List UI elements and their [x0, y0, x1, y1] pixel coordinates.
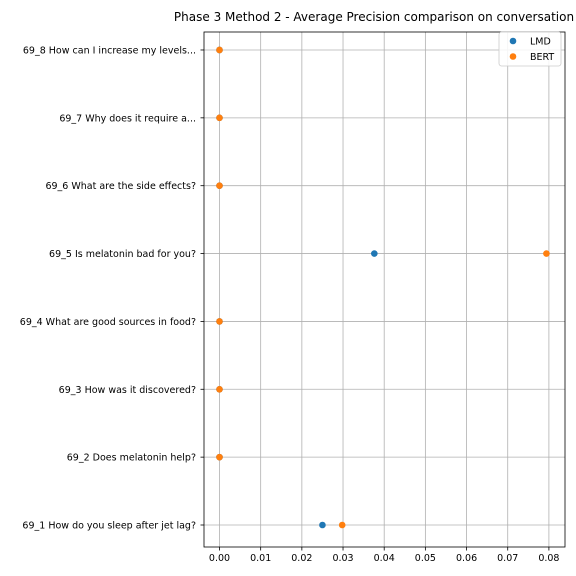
data-points [216, 46, 550, 529]
x-tick-label: 0.04 [374, 553, 395, 564]
y-tick-label: 69_5 Is melatonin bad for you? [49, 249, 196, 260]
legend: LMD BERT [498, 31, 562, 67]
y-tick-label: 69_7 Why does it require a... [59, 113, 196, 124]
data-point-bert [216, 46, 223, 54]
x-tick-label: 0.07 [497, 553, 518, 564]
data-point-bert [216, 385, 223, 393]
y-axis-ticks: 69_1 How do you sleep after jet lag? 69_2… [20, 45, 204, 532]
x-tick-label: 0.06 [456, 553, 477, 564]
y-tick-label: 69_6 What are the side effects? [45, 181, 196, 192]
y-gridlines [204, 49, 565, 526]
x-tick-label: 0.08 [538, 553, 559, 564]
x-tick-label: 0.00 [209, 553, 230, 564]
legend-marker-lmd [509, 37, 517, 45]
data-point-lmd [319, 521, 326, 529]
legend-marker-bert [509, 53, 517, 60]
x-tick-label: 0.01 [250, 553, 271, 564]
data-point-bert [216, 318, 223, 325]
legend-label-lmd: LMD [530, 37, 551, 48]
data-point-bert [216, 114, 223, 122]
y-tick-label: 69_2 Does melatonin help? [67, 453, 196, 464]
data-point-bert [216, 182, 223, 189]
data-point-bert [216, 453, 223, 461]
y-tick-label: 69_8 How can I increase my levels... [23, 45, 196, 56]
legend-label-bert: BERT [530, 52, 554, 63]
x-tick-label: 0.05 [415, 553, 436, 564]
y-tick-label: 69_3 How was it discovered? [59, 385, 196, 396]
x-tick-label: 0.02 [291, 553, 312, 564]
chart-title: Phase 3 Method 2 - Average Precision com… [174, 10, 574, 24]
x-tick-label: 0.03 [332, 553, 353, 564]
data-point-bert [338, 521, 346, 529]
y-tick-label: 69_4 What are good sources in food? [20, 317, 196, 328]
y-tick-label: 69_1 How do you sleep after jet lag? [22, 521, 196, 532]
data-point-lmd [371, 250, 378, 257]
x-axis-ticks: 0.00 0.01 0.02 0.03 0.04 0.05 0.06 0.07 0.08 [209, 547, 559, 564]
data-point-bert [543, 250, 550, 257]
